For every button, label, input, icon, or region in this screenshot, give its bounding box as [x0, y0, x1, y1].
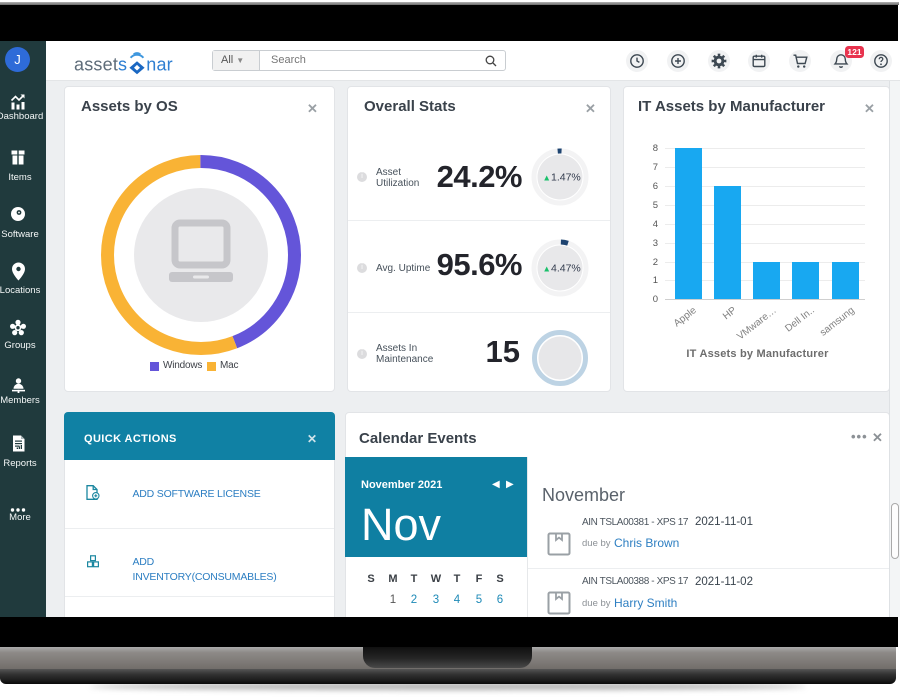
svg-text:▲: ▲: [543, 173, 551, 183]
svg-text:4.47%: 4.47%: [551, 263, 581, 275]
svg-text:▲: ▲: [543, 264, 551, 274]
svg-text:1.47%: 1.47%: [551, 172, 581, 184]
